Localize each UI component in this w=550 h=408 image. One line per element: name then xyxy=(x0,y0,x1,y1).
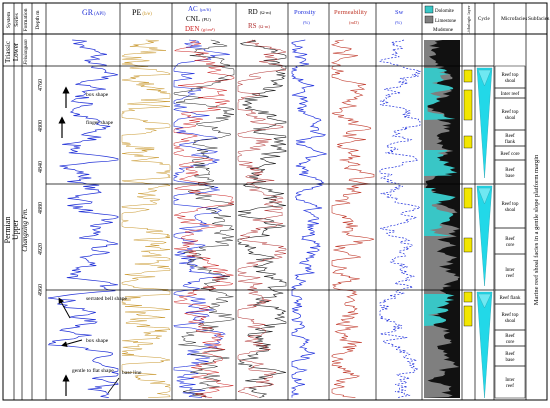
microfacies-label: Reef xyxy=(505,352,515,357)
depth-tick: 4920 xyxy=(38,243,44,255)
depth-tick: 4960 xyxy=(38,284,44,296)
porosity-unit: (%) xyxy=(303,20,310,25)
microfacies-label: flank xyxy=(505,140,516,145)
formation-changxing: Changxing Fm. xyxy=(21,208,29,252)
annotation-gentle-flat: gentle to flat shape xyxy=(72,367,114,374)
gr-curve xyxy=(47,39,119,398)
header-litho-layer: Lithologic layer xyxy=(466,5,471,34)
microfacies-label: Reef core xyxy=(500,152,520,157)
rd-title: RD (Ω·m) xyxy=(248,8,272,16)
microfacies-label: shoal xyxy=(505,79,516,84)
header-system: System xyxy=(6,11,12,28)
microfacies-label: shoal xyxy=(505,116,516,121)
dolomite-fill xyxy=(424,294,455,326)
header-series: Series xyxy=(14,13,20,26)
microfacies-label: Reef top xyxy=(501,73,519,78)
system-permian: Permian xyxy=(3,217,12,244)
microfacies-label: Inter reef xyxy=(501,92,520,97)
microfacies-label: shoal xyxy=(505,319,516,324)
microfacies-label: Reef xyxy=(505,134,515,139)
legend-mudstone: Mudstone xyxy=(433,28,454,33)
annotation-finger-shape: finger shape xyxy=(86,119,114,126)
header-depth: Depth m xyxy=(35,10,41,30)
depth-tick: 4880 xyxy=(38,202,44,214)
system-triassic: Triassic xyxy=(4,41,12,63)
microfacies-label: core xyxy=(506,340,515,345)
annotation-serrated-bell: serrated bell shape xyxy=(86,296,127,302)
formation-feixianguan: Feixianguan xyxy=(24,39,29,66)
microfacies-label: core xyxy=(506,243,515,248)
depth-axis: 4760 4800 4840 4880 4920 4960 xyxy=(38,79,44,296)
dolomite-swatch xyxy=(424,5,434,14)
microfacies-label: Inter xyxy=(505,268,515,273)
outer-frame xyxy=(2,2,548,401)
gr-title: GR(API) xyxy=(82,8,106,17)
microfacies-label: Reef xyxy=(505,237,515,242)
header-formation: Formation xyxy=(23,8,29,31)
cnl-title: CNL (PU) xyxy=(186,15,211,23)
microfacies-label: Reef top xyxy=(501,110,519,115)
cycle-triangles xyxy=(476,67,493,399)
microfacies-label: reef xyxy=(506,384,514,389)
rs-title: RS (Ω·m) xyxy=(248,22,270,30)
permeability-title: Permeability xyxy=(334,9,368,16)
den-curve xyxy=(173,39,235,398)
ac-title: AC (μs/ft) xyxy=(188,5,211,13)
microfacies-label: Reef xyxy=(505,334,515,339)
depth-tick: 4760 xyxy=(38,79,44,91)
pe-title: PE(b/e) xyxy=(132,8,152,17)
legend-limestone: Limestone xyxy=(435,19,457,24)
sw-unit: (%) xyxy=(395,20,402,25)
series-lower: Lower xyxy=(12,42,20,61)
ac-curve xyxy=(173,39,230,398)
header-cycle: Cycle xyxy=(478,17,490,22)
dolomite-fill xyxy=(424,150,458,176)
limestone-swatch xyxy=(424,15,434,24)
den-title: DEN (g/cm³) xyxy=(185,25,215,33)
porosity-title: Porosity xyxy=(294,9,316,16)
porosity-curve xyxy=(290,39,327,398)
sw-title: Sw xyxy=(395,9,404,16)
annotation-base-line: base line xyxy=(122,370,142,376)
base-line-leader xyxy=(107,377,120,394)
header-subfacies: Subfacies xyxy=(528,15,549,22)
microfacies-label: Reef flank xyxy=(500,296,521,301)
depth-tick: 4800 xyxy=(38,120,44,132)
sw-curve xyxy=(379,39,422,398)
microfacies-label: Reef xyxy=(505,168,515,173)
permeability-curve xyxy=(330,39,375,398)
annotation-box-shape-2: box shape xyxy=(86,338,109,344)
microfacies-label: Reef top xyxy=(501,313,519,318)
subfacies-label: Marine reef shoal facies in a gentle slo… xyxy=(533,154,540,305)
header-microfacies: Microfacies xyxy=(501,15,527,22)
lithologic-layer-markers xyxy=(463,69,473,327)
series-upper: Upper xyxy=(11,220,20,240)
legend-dolomite: Dolomite xyxy=(435,9,455,14)
microfacies-cell xyxy=(494,365,526,399)
depth-tick: 4840 xyxy=(38,161,44,173)
cnl-curve xyxy=(173,39,235,398)
annotation-box-shape: box shape xyxy=(86,92,109,98)
limestone-fill xyxy=(424,40,460,398)
microfacies-label: base xyxy=(506,358,516,363)
pe-curve xyxy=(121,39,171,398)
dolomite-fill xyxy=(424,68,456,120)
dolomite-fill xyxy=(424,188,456,236)
microfacies-label: base xyxy=(506,174,516,179)
microfacies-label: shoal xyxy=(505,208,516,213)
rs-curve xyxy=(237,39,287,398)
microfacies-label: Inter xyxy=(505,378,515,383)
microfacies-label: Reef top xyxy=(501,202,519,207)
arrow-serrated-bell xyxy=(58,297,71,319)
arrow-box-shape-2 xyxy=(61,339,83,348)
microfacies-label: reef xyxy=(506,274,514,279)
permeability-unit: (mD) xyxy=(349,20,359,25)
column-dividers xyxy=(13,3,527,400)
log-curves xyxy=(47,39,460,398)
